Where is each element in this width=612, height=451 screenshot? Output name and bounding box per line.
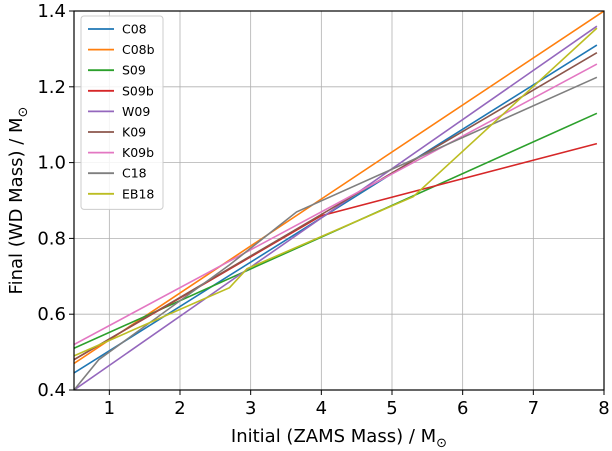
legend-label: S09: [122, 63, 146, 78]
x-tick-label: 6: [457, 398, 468, 419]
legend-label: C08: [122, 22, 147, 37]
y-tick-label: 1.2: [37, 77, 66, 98]
x-tick-label: 2: [174, 398, 185, 419]
x-tick-label: 7: [528, 398, 539, 419]
x-axis-ticks: 1 2 3 4 5 6 7 8: [104, 390, 610, 419]
legend-box: [80, 15, 164, 210]
x-tick-label: 3: [245, 398, 256, 419]
legend-label: K09b: [122, 145, 154, 160]
x-axis-label: Initial (ZAMS Mass) / M⊙: [231, 426, 447, 451]
legend-label: EB18: [122, 186, 154, 201]
series-line-k09b: [74, 63, 598, 346]
legend-label: W09: [122, 104, 150, 119]
legend-label: K09: [122, 125, 146, 140]
series-line-w09: [74, 25, 598, 390]
series-line-c08b: [74, 11, 604, 365]
plot-frame: [73, 10, 605, 391]
series-line-k09: [74, 52, 598, 361]
y-tick-label: 0.6: [37, 304, 66, 325]
y-axis-label-text: Final (WD Mass) / M: [6, 117, 27, 294]
series-line-eb18: [74, 27, 598, 357]
x-axis-label-text: Initial (ZAMS Mass) / M: [231, 426, 436, 447]
legend-label: C18: [122, 166, 147, 181]
y-tick-label: 1.0: [37, 153, 66, 174]
x-tick-label: 5: [386, 398, 397, 419]
x-tick-label: 8: [598, 398, 609, 419]
legend: C08 C08b S09 S09b W09 K09 K09b C18 EB18: [80, 15, 164, 210]
x-axis-label-sun-symbol: ⊙: [436, 436, 447, 451]
y-tick-label: 0.4: [37, 380, 66, 401]
y-axis-label-sun-symbol: ⊙: [16, 107, 31, 118]
y-axis-ticks: 0.4 0.6 0.8 1.0 1.2 1.4: [37, 1, 74, 401]
legend-label: C08b: [122, 42, 155, 57]
series-line-c18: [74, 76, 598, 390]
x-tick-label: 4: [316, 398, 327, 419]
legend-label: S09b: [122, 83, 154, 98]
series-layer: [74, 11, 604, 390]
y-tick-label: 1.4: [37, 1, 66, 22]
x-tick-label: 1: [104, 398, 115, 419]
y-axis-label: Final (WD Mass) / M⊙: [6, 107, 31, 295]
y-tick-label: 0.8: [37, 228, 66, 249]
